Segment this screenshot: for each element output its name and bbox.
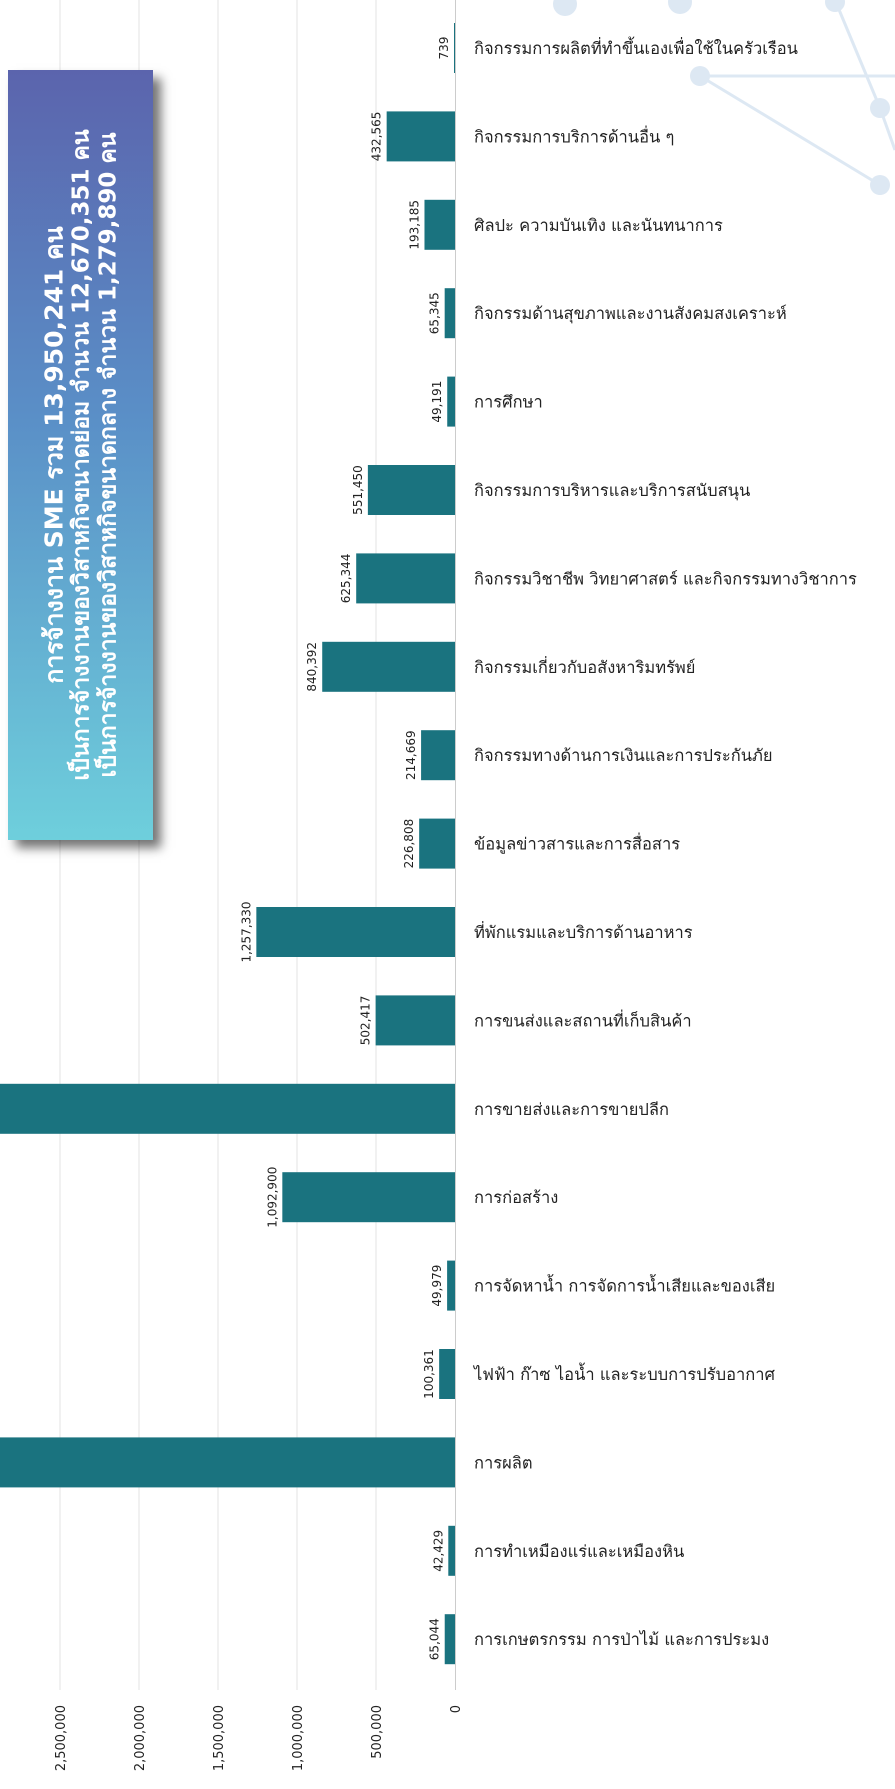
bars [0,23,455,1665]
value-label: 226,808 [402,819,416,869]
category-label: กิจกรรมด้านสุขภาพและงานสังคมสงเคราะห์ [474,304,787,324]
category-label: การขนส่งและสถานที่เก็บสินค้า [474,1009,692,1030]
title-total: การจ้างงาน SME รวม 13,950,241 คน [38,226,68,684]
axis-tick-label: 1,500,000 [212,1705,227,1771]
bar [454,23,455,73]
value-label: 65,345 [428,292,442,334]
value-label: 840,392 [305,642,319,692]
bar [356,553,455,604]
bar [444,1614,455,1665]
bar [444,288,455,339]
axis-tick-label: 2,500,000 [54,1705,69,1771]
category-label: การก่อสร้าง [474,1188,558,1207]
value-label: 65,044 [428,1618,442,1660]
category-label: กิจกรรมเกี่ยวกับอสังหาริมทรัพย์ [474,656,695,677]
category-label: กิจกรรมการบริหารและบริการสนับสนุน [474,481,750,501]
bar [375,995,455,1046]
value-label: 502,417 [359,996,373,1046]
bar [367,465,455,515]
axis-tick-label: 500,000 [370,1705,385,1759]
category-label: การทำเหมืองแร่และเหมืองหิน [474,1542,684,1561]
bar [421,730,455,781]
axis-tick-label: 0 [449,1705,464,1713]
category-label: กิจกรรมการบริการด้านอื่น ๆ [474,125,674,146]
value-labels: 65,04442,4293,201,532100,36149,9791,092,… [239,37,451,1661]
value-label: 551,450 [351,465,365,515]
bar [419,818,455,869]
title-banner: การจ้างงาน SME รวม 13,950,241 คน เป็นการ… [8,70,153,840]
bar [322,641,455,692]
category-label: กิจกรรมทางด้านการเงินและการประกันภัย [474,746,773,765]
bar [447,376,455,427]
value-label: 42,429 [431,1530,445,1572]
category-label: ศิลปะ ความบันเทิง และนันทนาการ [474,216,723,235]
value-axis: 0 500,000 1,000,000 1,500,000 2,000,000 2,500… [54,0,464,1771]
bar [424,199,455,250]
value-label: 214,669 [404,730,418,780]
value-label: 625,344 [339,554,353,604]
value-label: 193,185 [407,200,421,250]
bar [0,1437,455,1488]
bar [447,1260,455,1311]
category-label: ที่พักแรมและบริการด้านอาหาร [474,921,693,942]
title-medium-enterprise: เป็นการจ้างงานของวิสาหกิจขนาดกลาง จำนวน … [95,132,122,778]
bar [448,1525,455,1576]
title-small-enterprise: เป็นการจ้างงานของวิสาหกิจขนาดย่อม จำนวน … [68,129,95,781]
category-label: ข้อมูลข่าวสารและการสื่อสาร [474,833,680,855]
value-label: 49,191 [430,381,444,423]
bar [256,907,455,957]
category-label: การผลิต [474,1453,533,1472]
category-label: การศึกษา [474,393,543,412]
category-label: กิจกรรมการผลิตที่ทำขึ้นเองเพื่อใช้ในครัว… [474,36,798,58]
value-label: 432,565 [370,112,384,162]
category-label: การจัดหาน้ำ การจัดการน้ำเสียและของเสีย [474,1274,775,1296]
category-label: การขายส่งและการขายปลีก [474,1100,669,1119]
bar [0,1083,455,1134]
value-label: 100,361 [422,1349,436,1399]
axis-tick-label: 2,000,000 [133,1705,148,1771]
bar [386,111,455,162]
category-label: กิจกรรมวิชาชีพ วิทยาศาสตร์ และกิจกรรมทาง… [474,569,857,588]
bar [439,1349,455,1399]
category-label: การเกษตรกรรม การป่าไม้ และการประมง [474,1630,769,1649]
category-label: ไฟฟ้า ก๊าซ ไอน้ำ และระบบการปรับอากาศ [472,1362,776,1384]
bar [282,1172,455,1223]
value-label: 739 [437,37,451,60]
value-label: 49,979 [430,1265,444,1307]
category-labels: การเกษตรกรรม การป่าไม้ และการประมง การทำเ… [472,36,857,1649]
axis-tick-label: 1,000,000 [291,1705,306,1771]
value-label: 1,257,330 [239,901,253,962]
value-label: 1,092,900 [265,1167,279,1228]
